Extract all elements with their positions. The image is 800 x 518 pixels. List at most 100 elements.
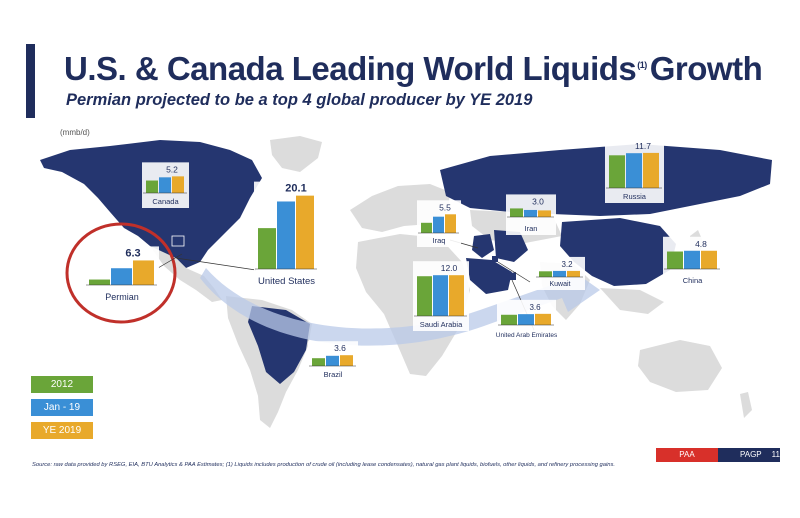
permian-bar-jan-19 (111, 268, 132, 285)
footer-pagp: PAGP 11 (718, 448, 780, 462)
china-land (560, 218, 676, 286)
china-bar-ye-2019 (701, 250, 717, 269)
iran-bar-group: 3.0 Iran (506, 194, 556, 235)
saudi-arabia-bar-ye-2019 (449, 275, 464, 316)
kuwait-name-label: Kuwait (549, 281, 570, 288)
iraq-bar-ye-2019 (445, 214, 456, 233)
russia-bar-ye-2019 (643, 152, 659, 188)
units-label: (mmb/d) (60, 128, 90, 137)
page-subtitle: Permian projected to be a top 4 global p… (66, 91, 533, 109)
permian-highlight-circle (65, 222, 177, 324)
saudi-arabia-bar-jan-19 (433, 275, 448, 316)
page-number: 11 (771, 450, 780, 459)
iran-land (494, 230, 528, 262)
canada-name-label: Canada (152, 197, 179, 206)
united-arab-emirates-bar-jan-19 (518, 314, 534, 325)
permian-value-label: 6.3 (125, 247, 140, 259)
iran-name-label: Iran (525, 224, 538, 233)
russia-bar-2012 (609, 155, 625, 188)
legend-2012: 2012 (31, 376, 93, 393)
title-suffix: Growth (649, 50, 763, 87)
brazil-name-label: Brazil (324, 370, 343, 379)
iraq-name-label: Iraq (433, 236, 446, 245)
canada-bar-group: 5.2 Canada (142, 162, 189, 208)
russia-bar-group: 11.7 Russia (605, 138, 664, 203)
brazil-bar-2012 (312, 358, 325, 366)
united-arab-emirates-value-label: 3.6 (529, 303, 541, 312)
saudi-arabia-bar-group: 12.0 Saudi Arabia (413, 261, 469, 331)
greenland-land (270, 136, 322, 172)
permian-bar-group: 6.3 Permian (85, 246, 159, 304)
permian-bar-2012 (89, 279, 110, 285)
china-bar-2012 (667, 251, 683, 269)
canada-bar-2012 (146, 180, 158, 193)
bar-groups: 5.2 Canada 20.1 United States 6.3 Permian 11.7… (85, 138, 722, 381)
page-title: U.S. & Canada Leading World Liquids(1)Gr… (64, 50, 763, 88)
australia-land (638, 340, 722, 392)
footer-paa: PAA (656, 448, 718, 462)
united-states-bar-jan-19 (277, 201, 295, 269)
saudi-arabia-value-label: 12.0 (441, 263, 458, 273)
title-accent-bar (26, 44, 35, 118)
mexico-land (150, 246, 222, 302)
brazil-bar-ye-2019 (340, 355, 353, 366)
saudi-arabia-name-label: Saudi Arabia (420, 320, 463, 329)
canada-value-label: 5.2 (166, 164, 178, 174)
united-states-value-label: 20.1 (285, 183, 306, 195)
china-name-label: China (683, 276, 703, 285)
legend-jan-19: Jan - 19 (31, 399, 93, 416)
permian-bar-ye-2019 (133, 260, 154, 285)
united-arab-emirates-bar-group: 3.6 United Arab Emirates (496, 299, 558, 341)
united-states-bar-ye-2019 (296, 195, 314, 269)
southeast-asia-land (600, 288, 664, 314)
china-bar-jan-19 (684, 250, 700, 269)
new-zealand-land (740, 392, 752, 418)
united-states-bar-group: 20.1 United States (254, 181, 319, 288)
kuwait-connector (497, 261, 531, 283)
permian-region-marker (171, 235, 185, 247)
canada-bar-ye-2019 (172, 176, 184, 193)
brazil-bar-group: 3.6 Brazil (308, 341, 358, 381)
russia-value-label: 11.7 (635, 141, 651, 151)
title-footnote-marker: (1) (637, 60, 647, 70)
iran-bar-ye-2019 (538, 210, 551, 217)
iraq-value-label: 5.5 (439, 202, 451, 212)
permian-connector (157, 253, 183, 269)
united-arab-emirates-bar-ye-2019 (535, 313, 551, 325)
iraq-bar-group: 5.5 Iraq (417, 200, 461, 247)
kuwait-bar-group: 3.2 Kuwait (535, 256, 585, 290)
kuwait-bar-2012 (539, 271, 552, 277)
brazil-value-label: 3.6 (334, 343, 346, 353)
source-footnote: Source: raw data provided by RSEG, EIA, … (32, 462, 615, 468)
uae-land (506, 272, 516, 280)
united-states-name-label: United States (258, 276, 315, 287)
iran-bar-2012 (510, 208, 523, 217)
footer-pagp-label: PAGP (740, 450, 762, 459)
iraq-bar-2012 (421, 222, 432, 233)
united-states-bar-2012 (258, 228, 276, 269)
china-bar-group: 4.8 China (663, 236, 722, 287)
kuwait-land (492, 256, 498, 262)
permian-name-label: Permian (105, 292, 139, 302)
kuwait-bar-jan-19 (553, 270, 566, 277)
title-main: U.S. & Canada Leading World Liquids (64, 50, 637, 87)
china-value-label: 4.8 (695, 239, 707, 249)
united-arab-emirates-bar-2012 (501, 314, 517, 325)
us-connector (175, 257, 257, 271)
iraq-land (472, 234, 494, 258)
russia-name-label: Russia (623, 192, 647, 201)
iran-bar-jan-19 (524, 209, 537, 217)
iraq-bar-jan-19 (433, 216, 444, 233)
kuwait-value-label: 3.2 (561, 260, 573, 269)
saudi-arabia-land (466, 258, 512, 294)
brazil-bar-jan-19 (326, 355, 339, 366)
canada-bar-jan-19 (159, 177, 171, 193)
legend-ye-2019: YE 2019 (31, 422, 93, 439)
united-arab-emirates-name-label: United Arab Emirates (496, 332, 558, 339)
export-flow-arrow (200, 266, 600, 346)
russia-bar-jan-19 (626, 153, 642, 188)
kuwait-bar-ye-2019 (567, 270, 580, 277)
saudi-arabia-bar-2012 (417, 276, 432, 316)
iran-value-label: 3.0 (532, 196, 544, 206)
